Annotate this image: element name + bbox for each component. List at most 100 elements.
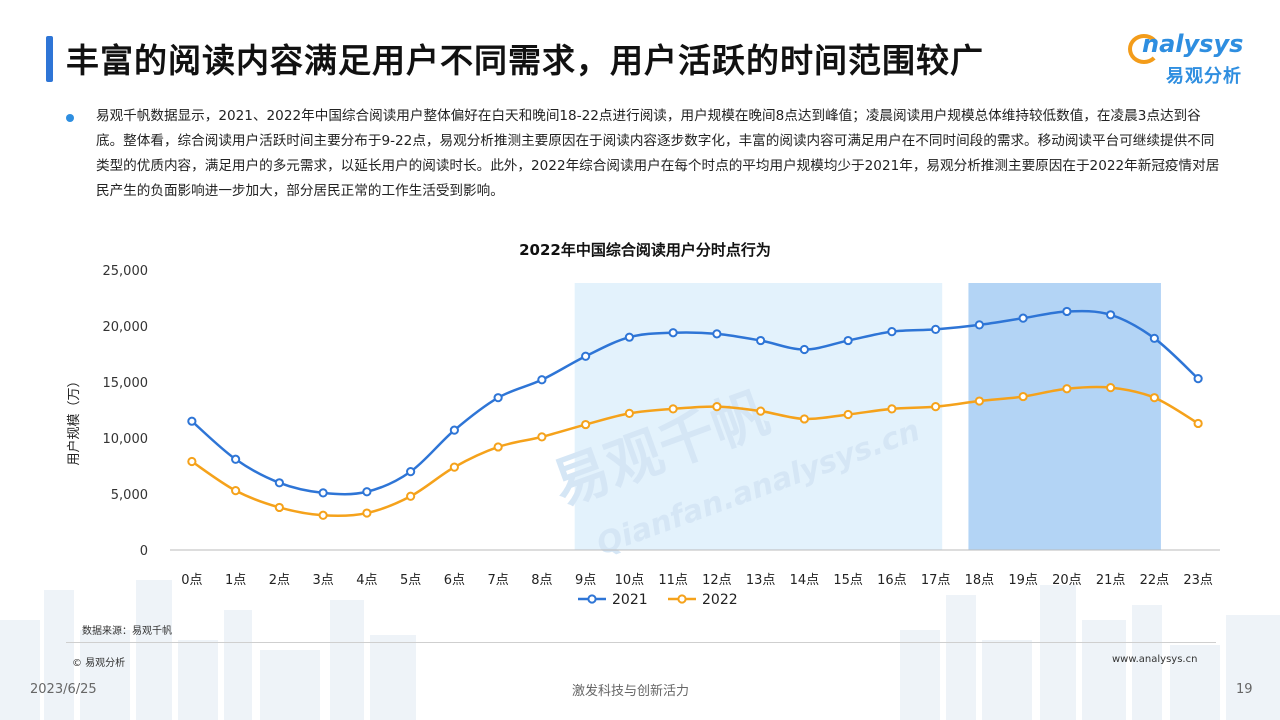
x-tick-label: 10点 [615,573,645,588]
data-point-2021 [843,335,853,346]
legend-label-2022: 2022 [702,592,738,608]
legend-marker-2021 [587,594,597,604]
footer-divider [66,642,1216,643]
x-tick-label: 18点 [965,573,995,588]
x-tick-label: 17点 [921,573,951,588]
x-tick-label: 5点 [400,573,421,588]
highlight-band-0 [574,283,943,550]
y-tick-label: 10,000 [103,432,149,447]
y-tick-label: 0 [140,544,148,559]
data-point-2022 [712,402,722,412]
x-tick-label: 1点 [225,573,246,588]
data-point-2022 [274,502,284,513]
page-title: 丰富的阅读内容满足用户不同需求，用户活跃的时间范围较广 [66,41,984,80]
bullet-dot-icon [66,114,74,122]
x-tick-label: 4点 [356,573,377,588]
data-point-2021 [1149,333,1159,343]
analysys-logo: nalysys 易观分析 [1128,28,1258,92]
data-point-2021 [624,332,634,342]
data-point-2021 [318,488,328,498]
slogan: 激发科技与创新活力 [572,684,690,699]
title-accent-bar [46,36,53,82]
x-tick-label: 6点 [444,573,465,588]
x-tick-label: 9点 [575,573,596,588]
data-point-2022 [887,404,897,414]
data-point-2021 [974,320,984,330]
x-tick-label: 11点 [658,573,688,588]
data-point-2021 [1106,310,1116,320]
page-number: 19 [1236,682,1253,697]
description-paragraph: 易观千帆数据显示，2021、2022年中国综合阅读用户整体偏好在白天和晚间18-… [96,108,1220,199]
data-point-2021 [668,328,678,338]
x-tick-label: 23点 [1183,573,1213,588]
legend-label-2021: 2021 [612,592,648,608]
y-tick-label: 5,000 [111,488,148,503]
x-tick-label: 13点 [746,573,776,588]
data-point-2022 [318,510,328,520]
report-date: 2023/6/25 [30,682,97,697]
x-tick-label: 15点 [833,573,863,588]
y-tick-label: 25,000 [103,264,149,279]
copyright: © 易观分析 [72,658,126,669]
data-point-2021 [581,351,591,361]
data-point-2021 [1018,313,1028,323]
logo-a-swoosh-icon [1128,34,1160,64]
logo-word: nalysys [1142,30,1244,58]
data-point-2022 [974,396,984,406]
x-tick-label: 8点 [531,573,552,588]
x-tick-label: 22点 [1140,573,1170,588]
x-tick-label: 19点 [1008,573,1038,588]
data-point-2022 [1149,393,1159,403]
x-tick-label: 16点 [877,573,907,588]
website-link[interactable]: www.analysys.cn [1112,654,1198,665]
city-skyline-background [0,580,1280,720]
data-source: 数据来源：易观千帆 [82,626,172,637]
legend-marker-2022 [677,594,687,604]
x-tick-label: 3点 [312,573,333,588]
logo-chinese: 易观分析 [1166,66,1242,87]
data-point-2022 [1193,418,1203,429]
x-tick-label: 21点 [1096,573,1126,588]
data-point-2021 [537,375,547,385]
data-point-2021 [887,327,897,337]
data-point-2022 [449,462,459,472]
x-tick-label: 7点 [487,573,508,588]
data-point-2022 [537,432,547,442]
data-point-2021 [187,416,197,426]
data-point-2021 [274,478,284,488]
data-point-2021 [449,425,459,435]
data-point-2022 [362,508,372,518]
data-point-2021 [931,324,941,334]
chart-title: 2022年中国综合阅读用户分时点行为 [519,241,771,259]
data-point-2021 [1193,374,1203,384]
data-point-2022 [843,409,853,420]
data-point-2022 [931,402,941,412]
data-point-2022 [624,408,634,418]
data-point-2022 [406,491,416,501]
data-point-2021 [1062,306,1072,317]
highlight-band-1 [968,283,1161,550]
x-tick-label: 2点 [269,573,290,588]
data-point-2021 [362,487,372,497]
data-point-2022 [231,486,241,496]
x-tick-label: 20点 [1052,573,1082,588]
data-point-2022 [1062,384,1072,394]
data-point-2022 [1106,383,1116,393]
data-point-2022 [799,414,809,424]
x-tick-label: 14点 [790,573,820,588]
data-point-2021 [799,344,809,355]
data-point-2022 [493,442,503,452]
x-tick-label: 0点 [181,573,202,588]
data-point-2021 [231,454,241,464]
y-axis-label: 用户规模（万） [66,374,82,465]
x-tick-label: 12点 [702,573,732,588]
data-point-2021 [493,393,503,403]
data-point-2022 [756,406,766,416]
data-point-2022 [187,456,197,467]
data-point-2021 [712,329,722,339]
data-point-2022 [668,404,678,414]
data-point-2021 [406,467,416,477]
y-tick-label: 20,000 [103,320,149,335]
data-point-2021 [756,335,766,346]
